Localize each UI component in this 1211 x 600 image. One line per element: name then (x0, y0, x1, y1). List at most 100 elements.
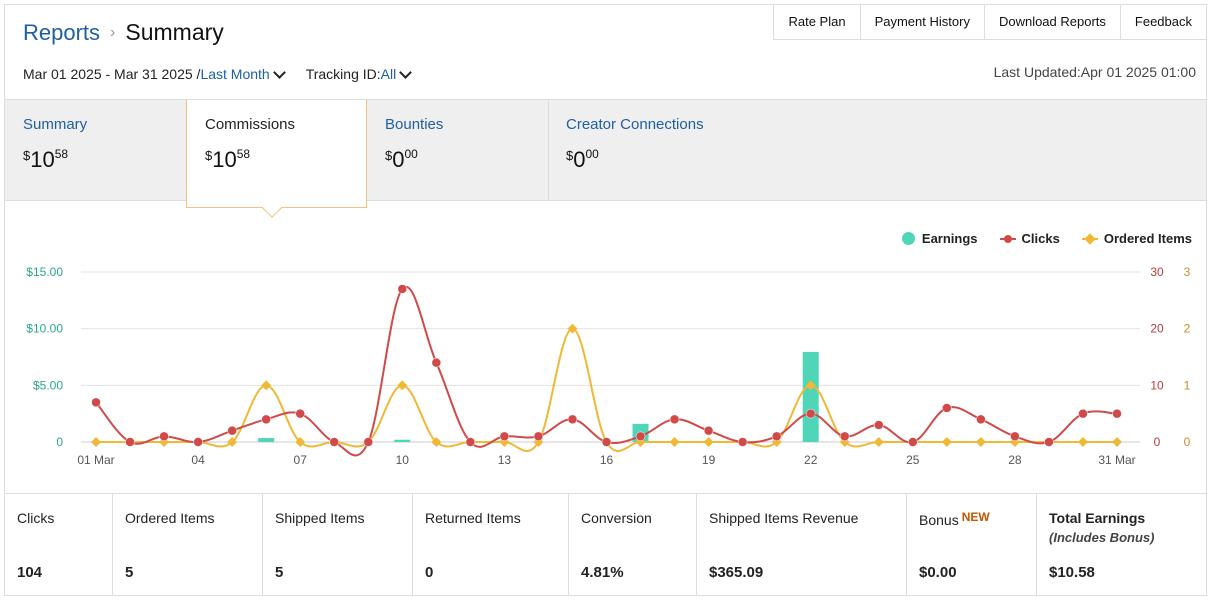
category-tabs: Summary $1058 Commissions $1058 Bounties… (5, 99, 1206, 218)
clicks-point (329, 437, 339, 447)
tab-divider (548, 100, 549, 200)
stat-returned-items-label: Returned Items (425, 510, 521, 526)
y-right-tick-label: 0 (1184, 435, 1191, 449)
y-middle-tick-label: 20 (1150, 322, 1164, 336)
ordered-items-line (96, 327, 1117, 452)
clicks-point (397, 284, 408, 294)
date-range-text: Mar 01 2025 - Mar 31 2025 / (23, 66, 201, 82)
ordered-items-point (227, 437, 238, 447)
clicks-point (1112, 408, 1122, 419)
clicks-point (771, 431, 782, 442)
filter-bar: Mar 01 2025 - Mar 31 2025 / Last Month T… (23, 65, 418, 82)
clicks-point (703, 425, 714, 436)
clicks-point (874, 420, 884, 430)
stat-total-earnings-label: Total Earnings (1049, 510, 1146, 526)
ordered-items-point (873, 437, 884, 447)
feedback-button[interactable]: Feedback (1119, 5, 1206, 40)
chevron-down-icon[interactable] (272, 65, 286, 79)
ordered-items-point (975, 437, 986, 447)
chart-legend: Earnings Clicks Ordered Items (880, 231, 1192, 246)
stat-bonus-value: $0.00 (919, 564, 957, 581)
legend-earnings-label: Earnings (921, 231, 978, 246)
ordered-items-point (669, 437, 680, 447)
clicks-line (95, 285, 1118, 457)
breadcrumb: Reports › Summary (23, 19, 224, 46)
period-dropdown[interactable]: Last Month (200, 66, 270, 82)
breadcrumb-separator-icon: › (110, 23, 116, 41)
ordered-items-point (91, 437, 101, 447)
stat-ordered-items-label: Ordered Items (125, 510, 215, 526)
stat-conversion: Conversion 4.81% (569, 494, 697, 595)
x-tick-label: 07 (294, 453, 308, 467)
clicks-point (1044, 437, 1054, 447)
ordered-items-point (1078, 437, 1088, 447)
x-tick-label: 16 (600, 453, 614, 467)
ordered-items-point (703, 437, 714, 447)
tab-commissions[interactable]: Commissions $1058 (186, 100, 367, 218)
tab-bounties[interactable]: Bounties $000 (367, 100, 548, 200)
x-tick-label: 01 Mar (77, 453, 114, 467)
stat-ordered-items-value: 5 (125, 564, 134, 581)
tab-bounties-value: $000 (385, 147, 418, 172)
stat-shipped-revenue-value: $365.09 (709, 564, 764, 581)
y-middle-tick-label: 0 (1154, 435, 1161, 449)
ordered-items-point (567, 323, 578, 334)
clicks-point (839, 431, 850, 442)
ordered-items-point (1112, 437, 1122, 447)
x-tick-label: 28 (1008, 453, 1022, 467)
clicks-point (227, 425, 237, 436)
tab-creator-connections-title: Creator Connections (566, 116, 704, 133)
clicks-point (1078, 408, 1088, 419)
y-right-tick-label: 3 (1184, 265, 1191, 279)
y-middle-tick-label: 30 (1150, 265, 1164, 279)
clicks-point (363, 437, 374, 447)
stat-clicks: Clicks 104 (5, 494, 113, 595)
clicks-point (737, 437, 748, 447)
top-nav: Rate Plan Payment History Download Repor… (773, 5, 1206, 40)
clicks-point (533, 431, 544, 442)
earnings-bar (394, 439, 411, 442)
legend-ordered-items-label: Ordered Items (1103, 231, 1192, 246)
clicks-point (942, 403, 952, 413)
tab-summary[interactable]: Summary $1058 (5, 100, 186, 200)
clicks-point (669, 414, 680, 425)
tracking-id-dropdown[interactable]: All (380, 66, 397, 82)
legend-ordered-items[interactable]: Ordered Items (1081, 231, 1192, 246)
tracking-id-label: Tracking ID: (305, 66, 381, 82)
chevron-down-icon[interactable] (399, 65, 413, 79)
clicks-line-icon (999, 234, 1016, 243)
page-title: Summary (125, 19, 224, 45)
x-tick-label: 19 (702, 453, 716, 467)
download-reports-button[interactable]: Download Reports (983, 5, 1120, 40)
payment-history-button[interactable]: Payment History (859, 5, 984, 40)
clicks-point (91, 397, 101, 408)
clicks-point (805, 408, 816, 419)
stat-bonus-label: Bonus NEW (919, 510, 990, 528)
legend-clicks[interactable]: Clicks (999, 231, 1060, 246)
y-left-tick-label: $15.00 (26, 265, 63, 279)
clicks-point (499, 431, 510, 442)
ordered-items-point (805, 380, 816, 391)
tab-creator-connections[interactable]: Creator Connections $000 (548, 100, 768, 200)
stat-shipped-items: Shipped Items 5 (263, 494, 413, 595)
ordered-items-point (941, 437, 952, 447)
clicks-point (635, 431, 646, 442)
y-middle-tick-label: 10 (1150, 378, 1164, 392)
rate-plan-button[interactable]: Rate Plan (773, 5, 860, 40)
stat-shipped-items-label: Shipped Items (275, 510, 365, 526)
stat-returned-items: Returned Items 0 (413, 494, 569, 595)
stat-shipped-revenue: Shipped Items Revenue $365.09 (697, 494, 907, 595)
clicks-point (193, 437, 203, 447)
tab-commissions-value: $1058 (205, 147, 251, 172)
tab-creator-connections-value: $000 (566, 147, 599, 172)
legend-earnings[interactable]: Earnings (901, 231, 978, 246)
earnings-dot-icon (901, 232, 915, 245)
earnings-bar (802, 351, 819, 442)
tab-bounties-title: Bounties (385, 116, 444, 133)
tab-summary-value: $1058 (23, 147, 69, 172)
stat-clicks-label: Clicks (17, 510, 55, 526)
x-tick-label: 31 Mar (1098, 453, 1135, 467)
breadcrumb-reports-link[interactable]: Reports (23, 19, 101, 45)
x-tick-label: 04 (191, 453, 205, 467)
stat-bonus: Bonus NEW $0.00 (907, 494, 1037, 595)
